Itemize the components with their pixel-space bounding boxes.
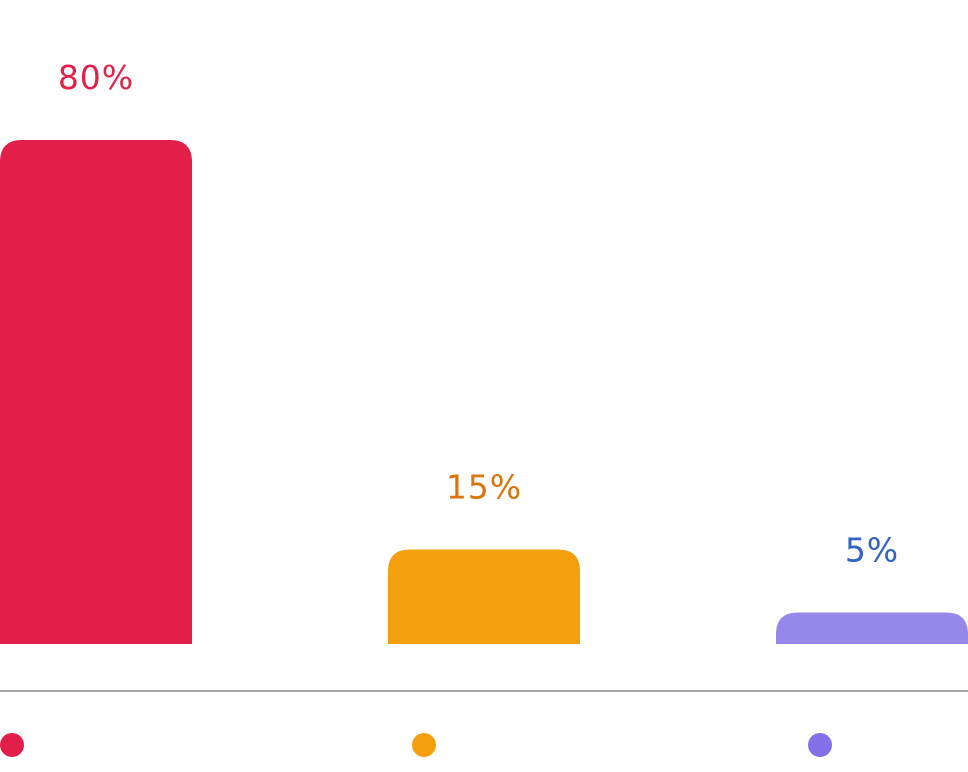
data-label: 80% bbox=[58, 58, 134, 97]
legend-dot bbox=[808, 733, 832, 757]
bar bbox=[0, 140, 192, 644]
legend-dot bbox=[412, 733, 436, 757]
bar bbox=[388, 549, 580, 644]
data-label: 15% bbox=[446, 468, 522, 507]
data-label: 5% bbox=[845, 531, 899, 570]
bar bbox=[776, 612, 968, 644]
legend-dot bbox=[0, 733, 24, 757]
